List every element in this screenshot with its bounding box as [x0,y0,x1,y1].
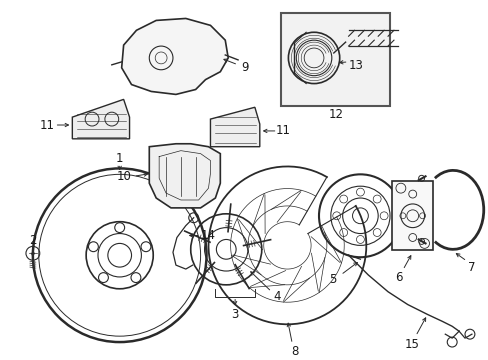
Bar [391,181,432,250]
Text: 8: 8 [291,346,298,359]
Text: 14: 14 [201,229,216,242]
Bar [281,13,389,106]
Polygon shape [122,18,228,94]
Text: 6: 6 [394,271,402,284]
Text: 11: 11 [275,125,290,138]
Text: 2: 2 [29,234,37,247]
Text: 4: 4 [273,290,281,303]
Text: 10: 10 [116,170,131,183]
Text: 12: 12 [327,108,343,121]
Text: 3: 3 [231,308,238,321]
Text: 1: 1 [116,152,123,165]
Text: 11: 11 [39,118,54,131]
Text: 5: 5 [328,273,336,287]
Text: 15: 15 [404,338,418,351]
Text: 7: 7 [467,261,475,274]
Text: 9: 9 [241,61,248,74]
Polygon shape [149,144,220,208]
Polygon shape [72,99,129,139]
Polygon shape [210,107,259,147]
Text: 13: 13 [348,59,363,72]
